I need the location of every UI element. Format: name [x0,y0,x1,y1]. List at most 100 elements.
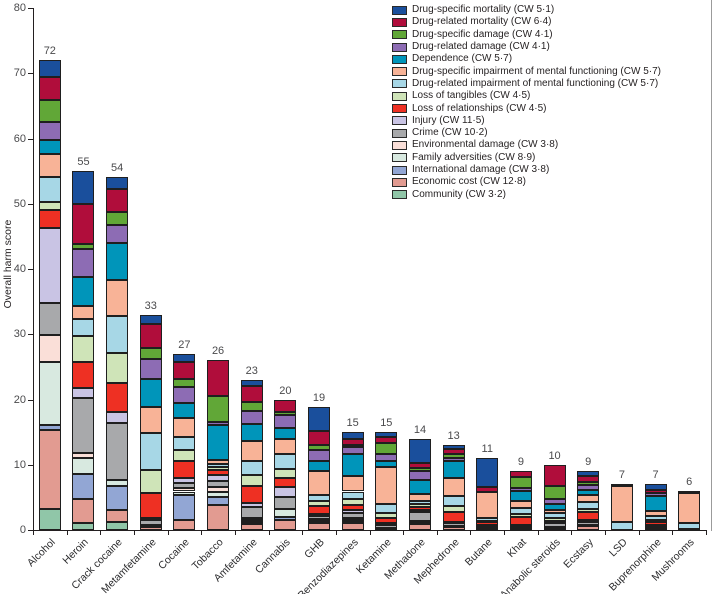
bar-segment [341,509,364,514]
legend-swatch [392,140,407,150]
bar-value-label: 27 [178,338,191,351]
bar-segment [72,276,95,306]
bar-segment [106,422,129,480]
bar-segment [139,524,162,527]
bar-segment [644,496,667,512]
bar-segment [106,188,129,213]
bar-segment [72,522,95,530]
legend-item: Injury (CW 11·5) [392,115,661,127]
bar-segment [240,502,263,507]
bar-segment [442,526,465,529]
bar-segment [207,467,230,470]
bar-segment [139,324,162,348]
x-tick [33,531,34,535]
bar-segment [408,438,431,463]
y-tick [28,530,33,531]
bar-segment [274,496,297,510]
bar-segment [207,486,230,493]
bar-segment [509,527,532,530]
bar-segment [274,468,297,478]
legend-label: Family adversities (CW 8·9) [412,151,536,163]
bar-segment [644,519,667,523]
y-tick [28,138,33,140]
bar-segment [72,171,95,205]
legend-swatch [392,42,407,52]
legend-label: Crime (CW 10·2) [412,127,488,139]
x-tick [268,531,270,535]
bar-segment [375,466,398,504]
bar-segment [173,461,196,479]
bar-value-label: 20 [279,385,292,398]
bar-segment [207,469,230,475]
bar-segment [543,465,566,486]
bar-segment [106,382,129,412]
bar-segment [408,506,431,510]
bar-value-label: 15 [380,417,393,430]
bar-segment [173,353,196,363]
y-tick-label: 0 [19,524,26,536]
bar-segment [341,476,364,492]
bar-segment [341,499,364,505]
bar-segment [240,522,263,525]
bar-segment [308,505,331,514]
bar-segment [38,176,61,202]
bar-segment [341,447,364,454]
bar-segment [577,490,600,496]
bar-segment [173,362,196,379]
y-tick-label: 20 [13,393,26,406]
bar-segment [72,453,95,459]
bar-segment [38,121,61,141]
bar-segment [341,491,364,500]
bar-segment [577,484,600,491]
bar-segment [72,204,95,244]
x-tick [133,531,135,535]
x-tick [100,531,102,535]
bar-segment [38,201,61,211]
legend-label: Loss of tangibles (CW 4·5) [412,90,531,102]
bar-segment [341,518,364,521]
bar-segment [240,485,263,503]
bar-segment [577,520,600,523]
bar-segment [375,442,398,455]
bar-segment [509,514,532,517]
bar-segment [308,518,331,521]
bar-segment [442,505,465,512]
bar-segment [476,457,499,487]
bar-segment [173,378,196,388]
bar-segment [644,484,667,490]
bar-segment [543,503,566,511]
legend-swatch [392,17,407,27]
x-tick [167,531,169,535]
bar-segment [678,522,701,529]
bar-segment [408,522,431,525]
bar-value-label: 72 [43,45,56,58]
bar-segment [644,515,667,520]
bar-segment [308,460,331,471]
bar-segment [543,520,566,524]
bar-segment [139,469,162,494]
bar-segment [308,470,331,495]
legend-label: Environmental damage (CW 3·8) [412,139,559,151]
bar-segment [375,503,398,514]
bar-segment [274,509,297,517]
bar-segment [106,353,129,383]
bar-segment [139,406,162,433]
bar-segment [240,424,263,442]
legend-label: Economic cost (CW 12·8) [412,176,526,188]
legend-label: Dependence (CW 5·7) [412,53,513,65]
x-tick [369,531,371,535]
x-axis [33,530,707,531]
bar-segment [72,249,95,277]
bar-segment [207,459,230,465]
x-tick [470,531,472,535]
legend-swatch [392,54,407,64]
bar-segment [139,378,162,407]
bar-segment [509,500,532,508]
bar-segment [240,524,263,530]
y-tick [28,203,33,205]
bar-segment [240,379,263,387]
legend-label: Drug-specific impairment of mental funct… [412,65,661,77]
bar-segment [240,506,263,518]
bar-segment [341,453,364,477]
bar-segment [139,493,162,518]
